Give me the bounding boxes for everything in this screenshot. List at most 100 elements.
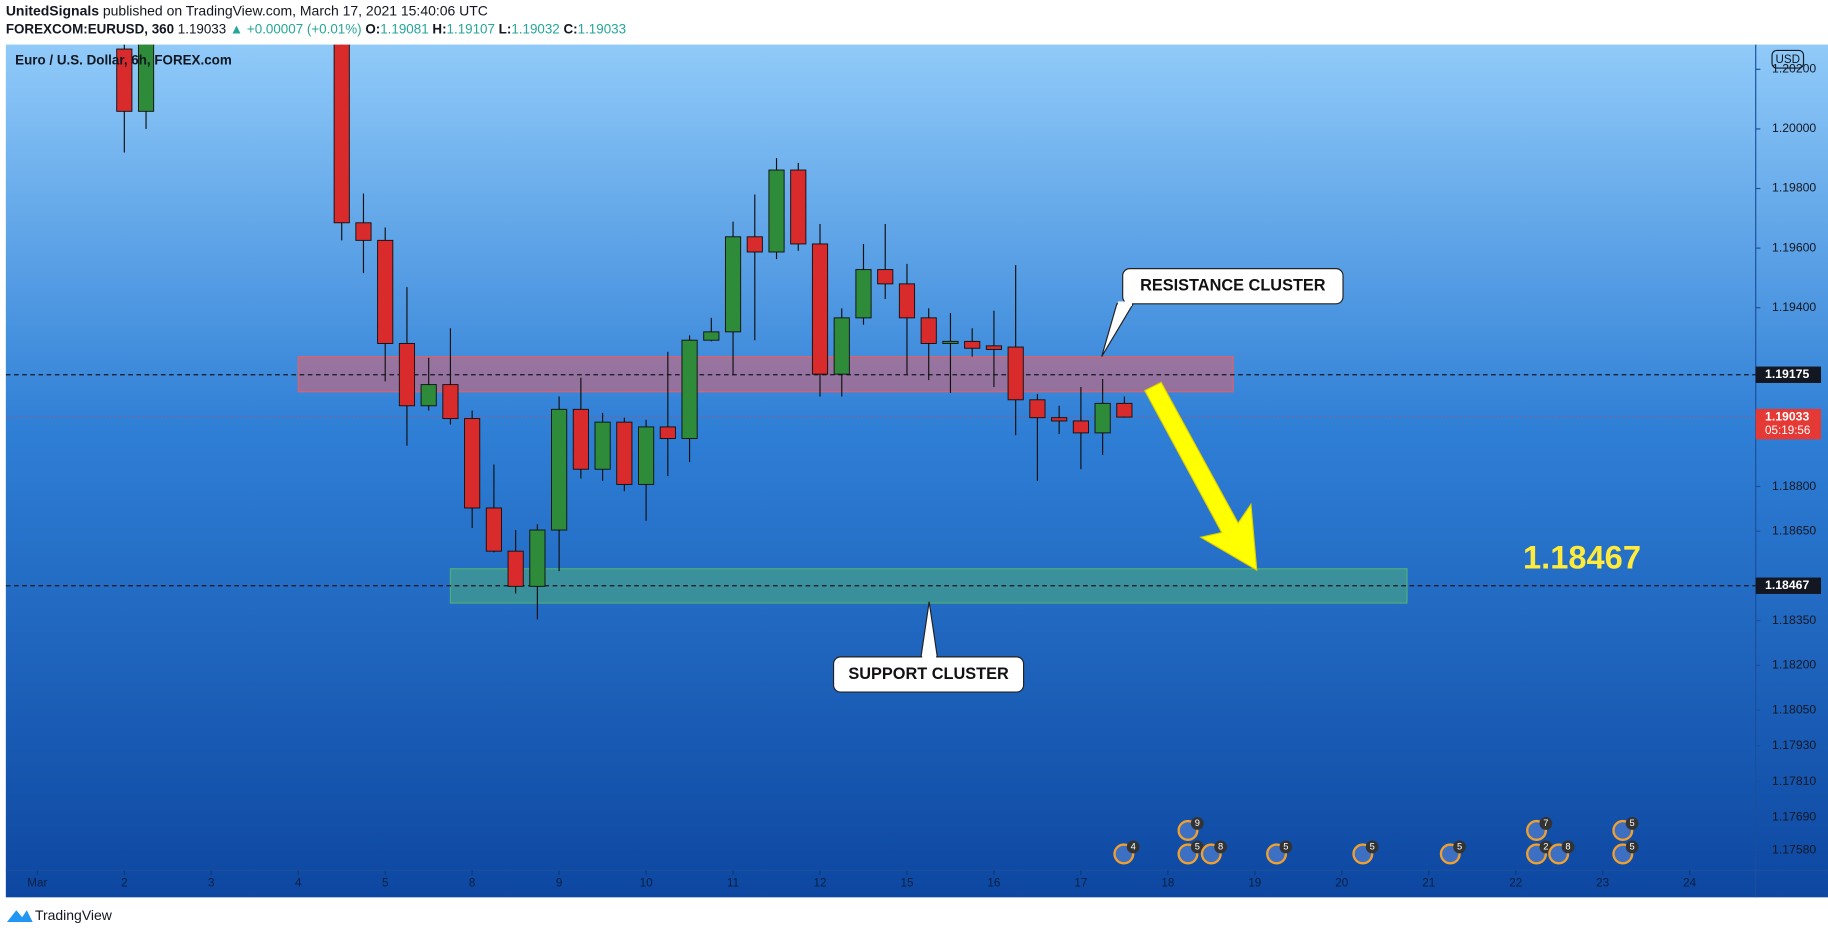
candle-body	[1051, 417, 1068, 422]
candle-body	[377, 239, 394, 344]
price-label-bg	[1755, 366, 1822, 383]
l: 1.19032	[511, 21, 559, 36]
c: 1.19033	[578, 21, 626, 36]
x-tick-label: 4	[295, 876, 302, 889]
candle-body	[920, 317, 937, 344]
candle-body	[1007, 346, 1024, 401]
x-tick-label: 17	[1074, 876, 1087, 889]
event-badge	[1279, 840, 1293, 854]
tv-logo	[6, 910, 33, 922]
callout-joint	[922, 654, 937, 660]
footer-brand: TradingView	[35, 907, 113, 923]
event-badge	[1453, 840, 1467, 854]
y-tick-label: 1.17690	[1772, 810, 1816, 824]
countdown: 05:19:56	[1765, 424, 1810, 437]
symbol: FOREXCOM:EURUSD, 360	[6, 21, 174, 36]
x-tick-label: 23	[1596, 876, 1609, 889]
overlay: RESISTANCE CLUSTER SUPPORT CLUSTER 1.18467…	[832, 268, 1641, 865]
candle-body	[507, 550, 524, 587]
y-tick-label: 1.18800	[1772, 479, 1816, 493]
event-badge	[1126, 840, 1140, 854]
candle-body	[811, 243, 829, 375]
candle-body	[703, 331, 720, 341]
change: ▲ +0.00007 (+0.01%)	[230, 21, 362, 36]
event-count: 4	[1131, 841, 1136, 851]
y-tick-label: 1.18350	[1772, 613, 1816, 627]
x-tick-label: 22	[1509, 876, 1522, 889]
candle-body	[855, 269, 872, 319]
price-label: 1.19033	[1765, 409, 1809, 423]
x-tick-label: 9	[556, 876, 562, 889]
event-badge	[1214, 840, 1228, 854]
candle-body	[616, 421, 633, 485]
x-tick-label: 18	[1161, 876, 1174, 889]
y-tick-label: 1.18200	[1772, 658, 1816, 672]
author: UnitedSignals	[6, 2, 99, 18]
candle-body	[833, 317, 850, 375]
price-label-bg	[1755, 408, 1822, 440]
candle-body	[638, 426, 655, 485]
candle-body	[768, 169, 785, 253]
target-label: 1.18467	[1523, 539, 1641, 576]
currency: USD	[1775, 53, 1800, 66]
zone	[297, 356, 1234, 393]
candle-body	[1029, 399, 1046, 419]
candle-body	[551, 408, 568, 531]
candle-body	[985, 345, 1003, 350]
candle-body	[398, 343, 416, 407]
candle-body	[1072, 420, 1089, 434]
candle-body	[464, 418, 481, 509]
o: 1.19081	[380, 21, 428, 36]
event-count: 5	[1195, 841, 1200, 851]
y-tick-label: 1.19600	[1772, 240, 1816, 254]
x-tick-label: 19	[1248, 876, 1261, 889]
plot	[5, 44, 1756, 620]
h-label: H:	[432, 21, 446, 36]
candle-body	[942, 340, 959, 344]
callout-box	[1122, 268, 1344, 305]
y-tick-label: 1.18650	[1772, 523, 1816, 537]
event-count: 2	[1543, 841, 1548, 851]
candle-body	[724, 236, 742, 333]
event-count: 5	[1283, 841, 1288, 851]
candle-body	[355, 222, 372, 241]
currency-badge	[1771, 49, 1805, 69]
event-count: 5	[1630, 841, 1635, 851]
header-line-2: FOREXCOM:EURUSD, 360 1.19033 ▲ +0.00007 …	[6, 21, 626, 36]
price-label-bg	[1755, 577, 1822, 594]
y-tick-label: 1.20200	[1772, 62, 1816, 76]
price-label: 1.18467	[1765, 578, 1809, 592]
l-label: L:	[499, 21, 512, 36]
candle-body	[116, 48, 133, 112]
candle-body	[964, 340, 981, 349]
event-count: 5	[1457, 841, 1462, 851]
x-tick-label: 16	[987, 876, 1000, 889]
o-label: O:	[365, 21, 380, 36]
event-count: 5	[1370, 841, 1375, 851]
chart-bg	[5, 44, 1828, 898]
candle-body	[572, 408, 589, 470]
x-tick-label: 5	[382, 876, 389, 889]
event-badge	[1625, 816, 1639, 830]
candle-body	[746, 236, 763, 253]
event-count: 5	[1630, 818, 1635, 828]
event-badge	[1561, 840, 1575, 854]
event-badge	[1539, 816, 1553, 830]
callout-joint	[1118, 301, 1133, 307]
y-tick-label: 1.19800	[1772, 181, 1816, 195]
y-tick-label: 1.18050	[1772, 702, 1816, 716]
price-label: 1.19175	[1765, 367, 1809, 381]
y-tick-label: 1.20000	[1772, 121, 1816, 135]
candle-body	[659, 426, 676, 440]
candle-body	[442, 384, 459, 420]
candle-body	[898, 283, 916, 319]
event-count: 7	[1543, 818, 1548, 828]
y-tick-label: 1.17930	[1772, 738, 1816, 752]
x-tick-label: 15	[900, 876, 913, 889]
x-tick-label: 24	[1683, 876, 1696, 889]
candle-body	[137, 44, 155, 112]
candle-body	[420, 384, 437, 407]
x-tick-label: 11	[727, 876, 739, 889]
x-tick-label: Mar	[27, 876, 47, 889]
